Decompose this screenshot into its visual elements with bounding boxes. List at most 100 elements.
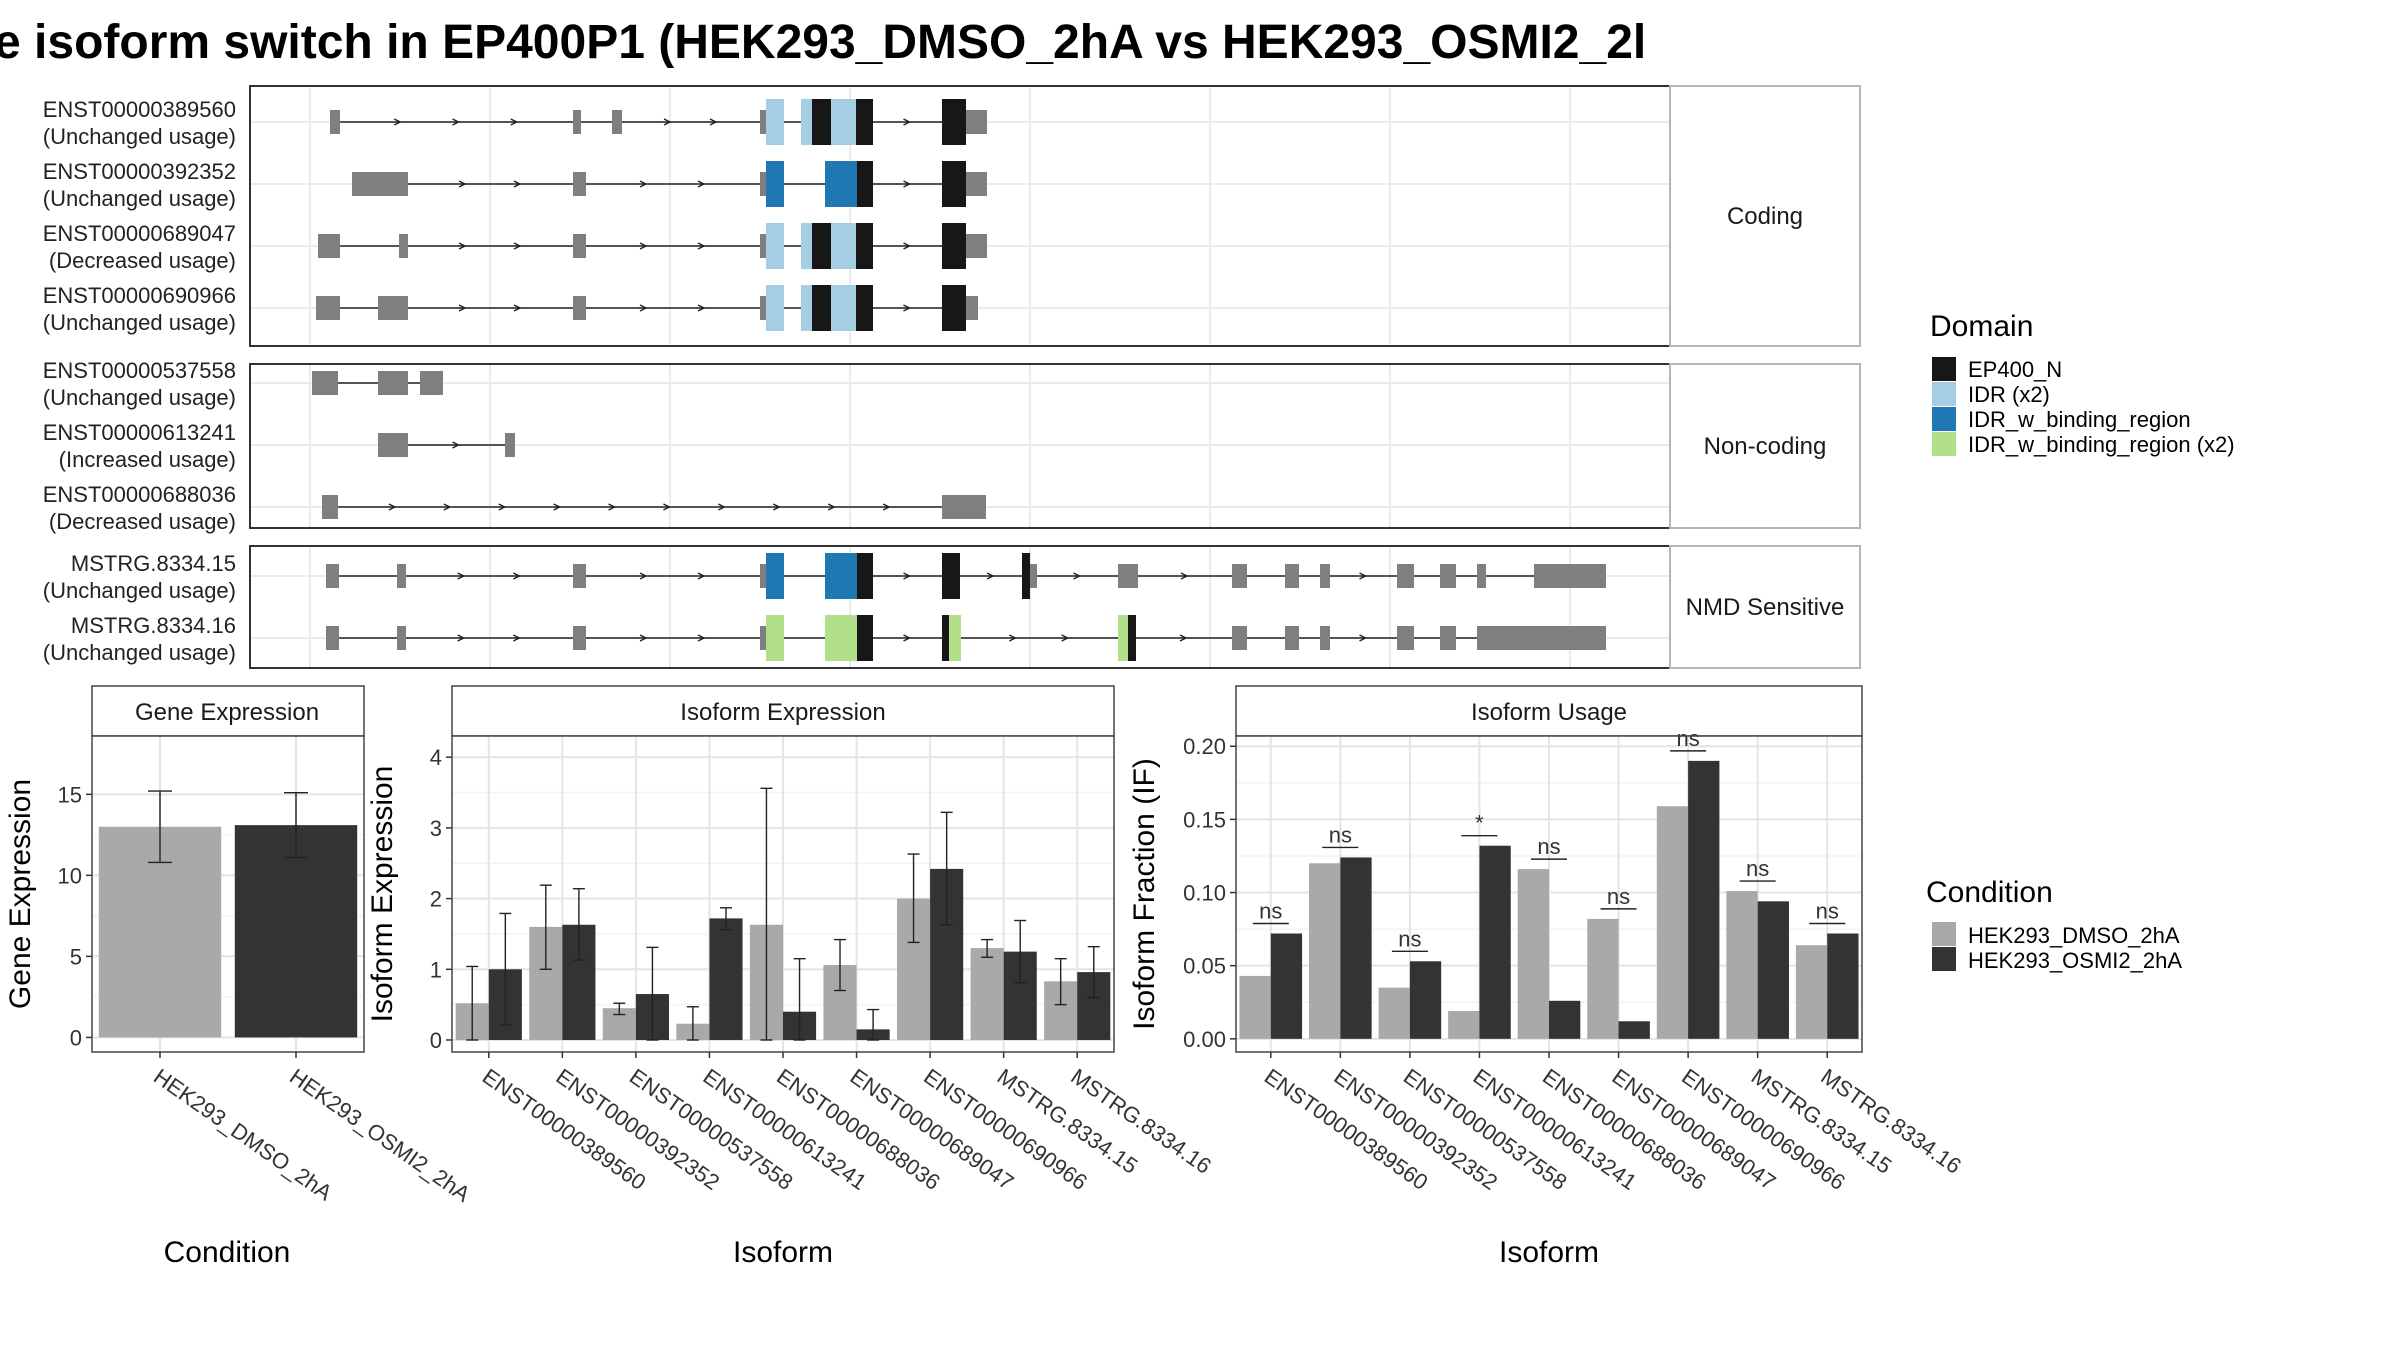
- transcript-usage: (Unchanged usage): [43, 186, 236, 211]
- exon: [318, 234, 340, 258]
- exon: [978, 172, 987, 196]
- intron-direction-arrow: [903, 180, 912, 188]
- exon: [1440, 626, 1456, 650]
- intron-direction-arrow: [882, 503, 891, 511]
- bar-hek293-dmso-2ha: [1726, 891, 1758, 1039]
- legend-swatch-osmi2: [1932, 947, 1956, 971]
- ep400-n-domain: [942, 615, 949, 661]
- intron-direction-arrow: [1073, 572, 1082, 580]
- legend-label-idr: IDR (x2): [1968, 382, 2050, 407]
- chart-title-strip: [91, 685, 365, 737]
- expression-charts: Gene Expression051015HEK293_DMSO_2hAHEK2…: [4, 685, 1966, 1269]
- panel-strip-label: Non-coding: [1704, 433, 1827, 460]
- intron-direction-arrow: [452, 118, 461, 126]
- significance-label: ns: [1676, 726, 1699, 751]
- idr-binding-x2-domain: [766, 615, 784, 661]
- intron-direction-arrow: [639, 242, 648, 250]
- transcript-usage: (Increased usage): [59, 447, 236, 472]
- y-axis-title: Isoform Expression: [366, 766, 399, 1023]
- intron-direction-arrow: [772, 503, 781, 511]
- intron-direction-arrow: [903, 242, 912, 250]
- bar-hek293-dmso-2ha: [1795, 945, 1828, 1039]
- legend-label-idr-binding: IDR_w_binding_region: [1968, 407, 2191, 432]
- ep400-n-domain: [942, 99, 966, 145]
- exon: [378, 296, 408, 320]
- intron-direction-arrow: [639, 304, 648, 312]
- bar-hek293-osmi2-2ha: [1549, 1000, 1581, 1039]
- significance-label: ns: [1816, 899, 1839, 924]
- exon: [1285, 626, 1299, 650]
- transcript-row-enst00000392352: ENST00000392352(Unchanged usage): [43, 159, 987, 211]
- exon: [760, 626, 766, 650]
- idr-domain: [766, 285, 784, 331]
- exon: [573, 626, 586, 650]
- panel-strip-label: Coding: [1727, 203, 1803, 230]
- legend-label-dmso: HEK293_DMSO_2hA: [1968, 923, 2180, 948]
- exon: [760, 296, 766, 320]
- bar-hek293-osmi2-2ha: [1409, 961, 1442, 1039]
- intron-direction-arrow: [697, 634, 706, 642]
- idr-binding-x2-domain: [1118, 615, 1128, 661]
- exon: [1285, 564, 1299, 588]
- exon: [573, 172, 586, 196]
- y-axis-title: Gene Expression: [4, 779, 37, 1009]
- exon: [1118, 564, 1122, 588]
- intron-direction-arrow: [388, 503, 397, 511]
- intron-direction-arrow: [513, 242, 522, 250]
- x-axis-title: Condition: [164, 1236, 291, 1269]
- ep400-n-domain: [1022, 553, 1030, 599]
- intron-direction-arrow: [639, 572, 648, 580]
- exon: [966, 296, 978, 320]
- panel-strip: [1669, 363, 1861, 529]
- y-tick-label: 0: [430, 1028, 442, 1053]
- idr-binding-x2-domain: [825, 615, 857, 661]
- ep400-n-domain: [942, 161, 966, 207]
- structure-panel-non-coding: Non-coding ENST00000537558(Unchanged usag…: [43, 358, 1861, 534]
- exon: [978, 234, 987, 258]
- intron-direction-arrow: [513, 304, 522, 312]
- intron-direction-arrow: [513, 180, 522, 188]
- panel-strip: [1669, 85, 1861, 347]
- exon: [966, 172, 978, 196]
- transcript-usage: (Unchanged usage): [43, 385, 236, 410]
- bar-hek293-dmso-2ha: [1309, 863, 1341, 1039]
- y-tick-label: 0.15: [1183, 807, 1226, 832]
- exon: [978, 110, 987, 134]
- bar-hek293-dmso-2ha: [1517, 869, 1549, 1039]
- y-tick-label: 0.10: [1183, 881, 1226, 906]
- exon: [1030, 564, 1037, 588]
- exon: [573, 110, 581, 134]
- intron-direction-arrow: [903, 634, 912, 642]
- significance-label: *: [1475, 811, 1484, 836]
- intron-direction-arrow: [709, 118, 718, 126]
- y-tick-label: 5: [70, 944, 82, 969]
- exon: [326, 564, 339, 588]
- domain-legend-title: Domain: [1930, 310, 2033, 343]
- chart-title: Isoform Expression: [680, 699, 885, 726]
- transcript-usage: (Decreased usage): [49, 248, 236, 273]
- legend-label-ep400-n: EP400_N: [1968, 357, 2062, 382]
- exon: [1440, 564, 1456, 588]
- exon: [573, 234, 586, 258]
- idr-binding-domain: [766, 553, 784, 599]
- bar-hek293-osmi2-2ha: [234, 825, 358, 1038]
- exon: [322, 495, 338, 519]
- exon: [1320, 626, 1330, 650]
- exon: [612, 110, 622, 134]
- y-tick-label: 3: [430, 816, 442, 841]
- intron-direction-arrow: [553, 503, 562, 511]
- chart-title-strip: [1235, 685, 1863, 737]
- exon: [760, 564, 766, 588]
- transcript-row-enst00000537558: ENST00000537558(Unchanged usage): [43, 358, 443, 410]
- exon: [966, 110, 978, 134]
- exon: [573, 564, 586, 588]
- legend-swatch-idr-binding-x2: [1932, 432, 1956, 456]
- chart-title: Gene Expression: [135, 699, 319, 726]
- exon: [378, 433, 408, 457]
- exon: [1320, 564, 1330, 588]
- intron-direction-arrow: [697, 180, 706, 188]
- y-tick-label: 0.05: [1183, 954, 1226, 979]
- exon: [505, 433, 515, 457]
- y-tick-label: 4: [430, 745, 442, 770]
